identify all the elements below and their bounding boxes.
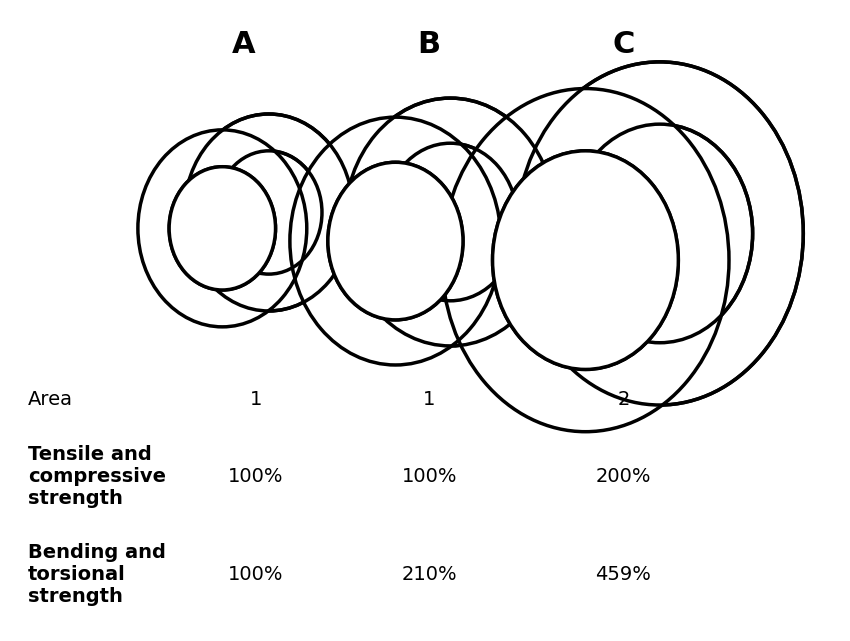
Text: A: A bbox=[232, 29, 255, 58]
Text: B: B bbox=[417, 29, 441, 58]
Text: 100%: 100% bbox=[229, 467, 284, 486]
Text: 200%: 200% bbox=[596, 467, 651, 486]
Ellipse shape bbox=[328, 162, 463, 320]
Ellipse shape bbox=[169, 167, 275, 290]
Text: 1: 1 bbox=[423, 390, 435, 410]
Text: 210%: 210% bbox=[401, 565, 457, 584]
Text: C: C bbox=[612, 29, 635, 58]
Text: 100%: 100% bbox=[401, 467, 457, 486]
Text: 459%: 459% bbox=[596, 565, 651, 584]
Ellipse shape bbox=[492, 151, 678, 369]
Ellipse shape bbox=[169, 167, 275, 290]
Ellipse shape bbox=[290, 117, 501, 365]
Ellipse shape bbox=[492, 151, 678, 369]
Text: Bending and
torsional
strength: Bending and torsional strength bbox=[28, 543, 166, 606]
Ellipse shape bbox=[138, 130, 307, 327]
Text: 100%: 100% bbox=[229, 565, 284, 584]
Text: 2: 2 bbox=[617, 390, 630, 410]
Ellipse shape bbox=[442, 88, 729, 431]
Text: 1: 1 bbox=[250, 390, 263, 410]
Ellipse shape bbox=[328, 162, 463, 320]
Text: Area: Area bbox=[28, 390, 73, 410]
Text: Tensile and
compressive
strength: Tensile and compressive strength bbox=[28, 445, 166, 508]
